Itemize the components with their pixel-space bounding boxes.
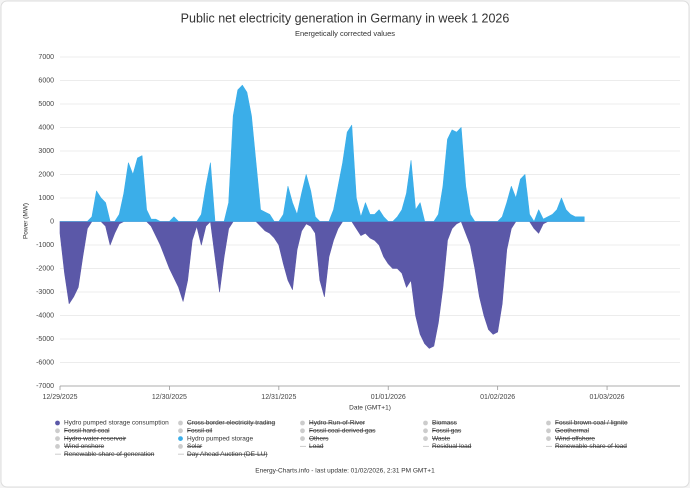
legend-label: Fossil brown coal / lignite xyxy=(555,420,628,427)
footer: Energy-Charts.info - last update: 01/02/… xyxy=(255,468,435,475)
legend-item: Load xyxy=(300,443,324,450)
legend-item: Hydro water reservoir xyxy=(55,435,127,442)
y-tick-label: 1000 xyxy=(38,195,54,202)
legend-marker xyxy=(423,428,428,434)
legend-item: Geothermal xyxy=(546,428,590,435)
legend-item: Cross border electricity trading xyxy=(178,420,276,427)
y-tick-label: 7000 xyxy=(38,54,54,61)
legend-label: Fossil coal-derived gas xyxy=(309,428,376,435)
legend-item: Fossil oil xyxy=(178,428,213,435)
legend-marker xyxy=(55,428,60,434)
legend-marker xyxy=(423,420,428,426)
legend-item: Renewable share of generation xyxy=(55,451,155,458)
y-tick-label: -5000 xyxy=(36,336,54,343)
legend-label: Others xyxy=(309,435,329,442)
legend-marker xyxy=(546,420,551,426)
legend-item: Renewable share of load xyxy=(546,443,627,450)
legend-label: Day Ahead Auction (DE-LU) xyxy=(187,451,268,458)
y-tick-label: 3000 xyxy=(38,148,54,155)
legend-marker xyxy=(300,436,305,441)
legend-label: Wind onshore xyxy=(64,443,104,450)
legend-label: Fossil hard coal xyxy=(64,428,110,435)
y-tick-label: 0 xyxy=(50,218,54,225)
x-axis-label: Date (GMT+1) xyxy=(349,405,391,412)
legend-marker xyxy=(178,428,183,434)
legend-item: Fossil hard coal xyxy=(55,428,110,435)
legend-label: Hydro pumped storage xyxy=(187,435,254,442)
legend-label: Renewable share of load xyxy=(555,443,627,450)
legend-marker xyxy=(423,436,428,441)
legend-marker xyxy=(55,420,60,426)
legend-label: Geothermal xyxy=(555,428,590,435)
legend-label: Waste xyxy=(432,435,451,442)
legend-label: Biomass xyxy=(432,420,458,427)
chart-subtitle: Energetically corrected values xyxy=(295,29,395,38)
y-axis-label: Power (MW) xyxy=(23,203,30,239)
y-tick-label: 5000 xyxy=(38,101,54,108)
legend-label: Cross border electricity trading xyxy=(187,420,276,427)
legend-item: Fossil coal-derived gas xyxy=(300,428,376,435)
y-tick-label: 2000 xyxy=(38,171,54,178)
y-tick-label: -7000 xyxy=(36,383,54,390)
legend-label: Hydro Run-of-River xyxy=(309,420,366,427)
legend-marker xyxy=(55,444,60,449)
legend-marker xyxy=(55,436,60,441)
legend-item: Day Ahead Auction (DE-LU) xyxy=(178,451,268,458)
legend-marker xyxy=(178,436,183,441)
legend-item: Wind onshore xyxy=(55,443,104,450)
legend-label: Fossil gas xyxy=(432,428,462,435)
legend-item: Hydro Run-of-River xyxy=(300,420,366,427)
legend-label: Hydro water reservoir xyxy=(64,435,127,442)
legend-label: Load xyxy=(309,443,324,450)
legend-label: Renewable share of generation xyxy=(64,451,155,458)
chart-title: Public net electricity generation in Ger… xyxy=(181,11,510,25)
legend-item: Waste xyxy=(423,435,451,442)
x-tick-label: 01/02/2026 xyxy=(480,394,515,401)
legend-item: Hydro pumped storage xyxy=(178,435,254,442)
legend-label: Solar xyxy=(187,443,203,450)
legend-item: Wind offshore xyxy=(546,435,595,442)
legend-label: Residual load xyxy=(432,443,472,450)
legend-item: Fossil gas xyxy=(423,428,462,435)
legend-item: Hydro pumped storage consumption xyxy=(55,420,169,427)
y-tick-label: 4000 xyxy=(38,124,54,131)
x-tick-label: 12/29/2025 xyxy=(42,394,77,401)
x-tick-label: 12/31/2025 xyxy=(261,394,296,401)
legend-label: Wind offshore xyxy=(555,435,595,442)
y-tick-label: -1000 xyxy=(36,242,54,249)
y-tick-label: -6000 xyxy=(36,359,54,366)
legend-marker xyxy=(546,428,551,434)
legend-item: Residual load xyxy=(423,443,472,450)
y-tick-label: -2000 xyxy=(36,265,54,272)
legend-item: Fossil brown coal / lignite xyxy=(546,420,628,427)
legend-marker xyxy=(300,428,305,434)
legend-marker xyxy=(546,436,551,441)
legend-label: Hydro pumped storage consumption xyxy=(64,420,169,427)
legend-marker xyxy=(178,444,183,449)
y-tick-label: -3000 xyxy=(36,289,54,296)
x-tick-label: 01/01/2026 xyxy=(371,394,406,401)
x-tick-label: 01/03/2026 xyxy=(590,394,625,401)
area xyxy=(59,84,585,222)
legend-marker xyxy=(178,420,183,426)
y-tick-label: -4000 xyxy=(36,312,54,319)
legend-item: Solar xyxy=(178,443,203,450)
legend-label: Fossil oil xyxy=(187,428,213,435)
y-tick-label: 6000 xyxy=(38,77,54,84)
legend-marker xyxy=(300,420,305,426)
legend-item: Others xyxy=(300,435,329,442)
legend-item: Biomass xyxy=(423,420,458,427)
x-tick-label: 12/30/2025 xyxy=(152,394,187,401)
